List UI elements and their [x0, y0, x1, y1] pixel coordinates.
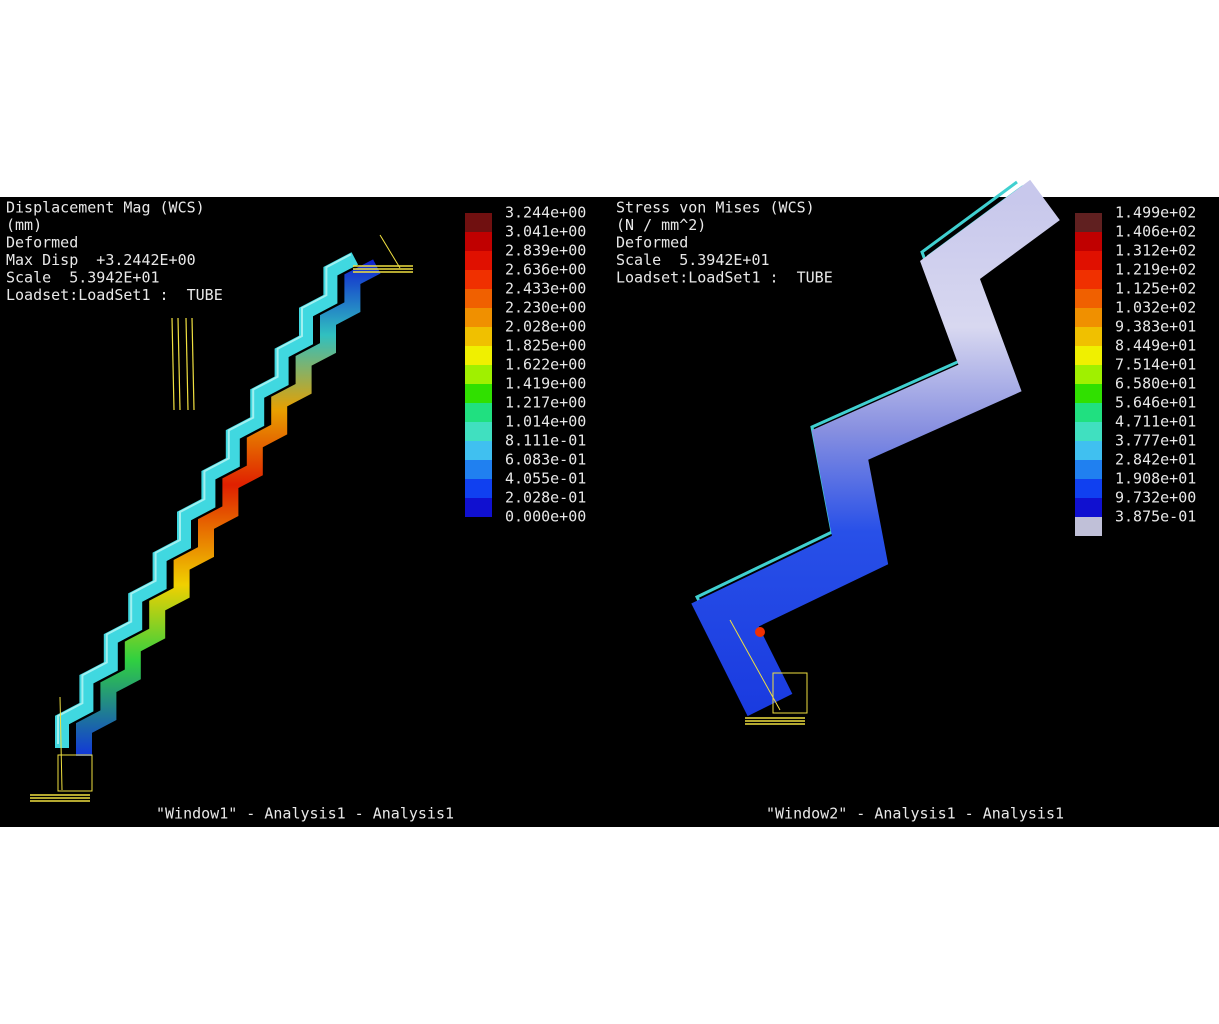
legend-swatch — [465, 213, 492, 232]
legend-swatch — [1075, 403, 1102, 422]
header-line: Max Disp +3.2442E+00 — [6, 251, 196, 269]
legend-swatch — [1075, 251, 1102, 270]
csys — [772, 672, 808, 714]
legend-swatch — [465, 251, 492, 270]
legend-swatch — [1075, 384, 1102, 403]
model-shadow — [76, 259, 381, 756]
legend-swatch — [465, 327, 492, 346]
legend-label: 4.711e+01 — [1115, 413, 1196, 431]
window-title: "Window1" - Analysis1 - Analysis1 — [156, 805, 454, 823]
model-undeformed — [55, 252, 359, 748]
header-line: (mm) — [6, 216, 42, 234]
legend-label: 5.646e+01 — [1115, 394, 1196, 412]
legend-label: 1.014e+00 — [505, 413, 586, 431]
legend-label: 9.383e+01 — [1115, 318, 1196, 336]
legend-swatch — [1075, 308, 1102, 327]
header-line: Deformed — [6, 234, 78, 252]
legend-label: 1.419e+00 — [505, 375, 586, 393]
legend-swatch — [465, 346, 492, 365]
legend-swatch — [1075, 479, 1102, 498]
header-line: Loadset:LoadSet1 : TUBE — [616, 269, 833, 287]
legend-swatch — [1075, 327, 1102, 346]
legend-label: 4.055e-01 — [505, 470, 586, 488]
legend-label: 1.125e+02 — [1115, 280, 1196, 298]
legend-label: 7.514e+01 — [1115, 356, 1196, 374]
legend-label: 1.312e+02 — [1115, 242, 1196, 260]
legend-swatch — [465, 289, 492, 308]
legend-swatch — [1075, 270, 1102, 289]
legend-label: 8.111e-01 — [505, 432, 586, 450]
legend-label: 1.219e+02 — [1115, 261, 1196, 279]
load-arrow — [185, 317, 189, 411]
legend-label: 1.217e+00 — [505, 394, 586, 412]
legend-label: 2.636e+00 — [505, 261, 586, 279]
models — [30, 179, 1102, 802]
legend-swatch — [465, 232, 492, 251]
header-line: Deformed — [616, 234, 688, 252]
legend-swatch — [1075, 517, 1102, 536]
legend-swatch — [465, 270, 492, 289]
legend-swatch — [465, 365, 492, 384]
legend-swatch — [1075, 441, 1102, 460]
legend-label: 6.083e-01 — [505, 451, 586, 469]
legend-swatch — [1075, 232, 1102, 251]
legend-swatch — [465, 460, 492, 479]
load-arrow — [171, 317, 175, 411]
legend-label: 2.230e+00 — [505, 299, 586, 317]
legend-label: 1.622e+00 — [505, 356, 586, 374]
legend-label: 1.032e+02 — [1115, 299, 1196, 317]
legend-swatch — [1075, 460, 1102, 479]
csys — [57, 754, 93, 792]
legend-swatch — [465, 498, 492, 517]
legend-swatch — [465, 441, 492, 460]
legend-swatch — [465, 422, 492, 441]
legend-label: 2.839e+00 — [505, 242, 586, 260]
load-arrow — [191, 317, 195, 411]
header-line: Stress von Mises (WCS) — [616, 199, 815, 217]
legend-swatch — [1075, 213, 1102, 232]
legend-label: 2.028e+00 — [505, 318, 586, 336]
legend-label: 0.000e+00 — [505, 508, 586, 526]
legend-swatch — [1075, 498, 1102, 517]
legend-swatch — [1075, 289, 1102, 308]
load-arrow — [379, 234, 401, 269]
legend-label: 1.406e+02 — [1115, 223, 1196, 241]
legend-label: 2.028e-01 — [505, 489, 586, 507]
model-stress — [691, 179, 1060, 717]
legend-label: 2.842e+01 — [1115, 451, 1196, 469]
legend-label: 3.244e+00 — [505, 204, 586, 222]
legend-label: 9.732e+00 — [1115, 489, 1196, 507]
legend-label: 1.499e+02 — [1115, 204, 1196, 222]
window-title: "Window2" - Analysis1 - Analysis1 — [766, 805, 1064, 823]
model-edge — [57, 253, 352, 744]
load-arrow — [729, 619, 781, 711]
legend-label: 2.433e+00 — [505, 280, 586, 298]
legend-label: 3.777e+01 — [1115, 432, 1196, 450]
legend-label: 1.908e+01 — [1115, 470, 1196, 488]
header-line: (N / mm^2) — [616, 216, 706, 234]
legend-swatch — [465, 308, 492, 327]
legend-label: 3.875e-01 — [1115, 508, 1196, 526]
header-line: Scale 5.3942E+01 — [616, 251, 770, 269]
header-line: Displacement Mag (WCS) — [6, 199, 205, 217]
legend-label: 8.449e+01 — [1115, 337, 1196, 355]
legend-swatch — [1075, 365, 1102, 384]
load-arrow — [177, 317, 181, 411]
legend-label: 6.580e+01 — [1115, 375, 1196, 393]
header-line: Loadset:LoadSet1 : TUBE — [6, 286, 223, 304]
legend-swatch — [1075, 422, 1102, 441]
legend-swatch — [465, 384, 492, 403]
legend-swatch — [465, 479, 492, 498]
legend-swatch — [465, 403, 492, 422]
legend-label: 1.825e+00 — [505, 337, 586, 355]
hotspot — [755, 627, 765, 637]
load-arrow — [59, 696, 63, 791]
legend-swatch — [1075, 346, 1102, 365]
model-outline — [694, 180, 1018, 688]
header-line: Scale 5.3942E+01 — [6, 269, 160, 287]
legend-label: 3.041e+00 — [505, 223, 586, 241]
